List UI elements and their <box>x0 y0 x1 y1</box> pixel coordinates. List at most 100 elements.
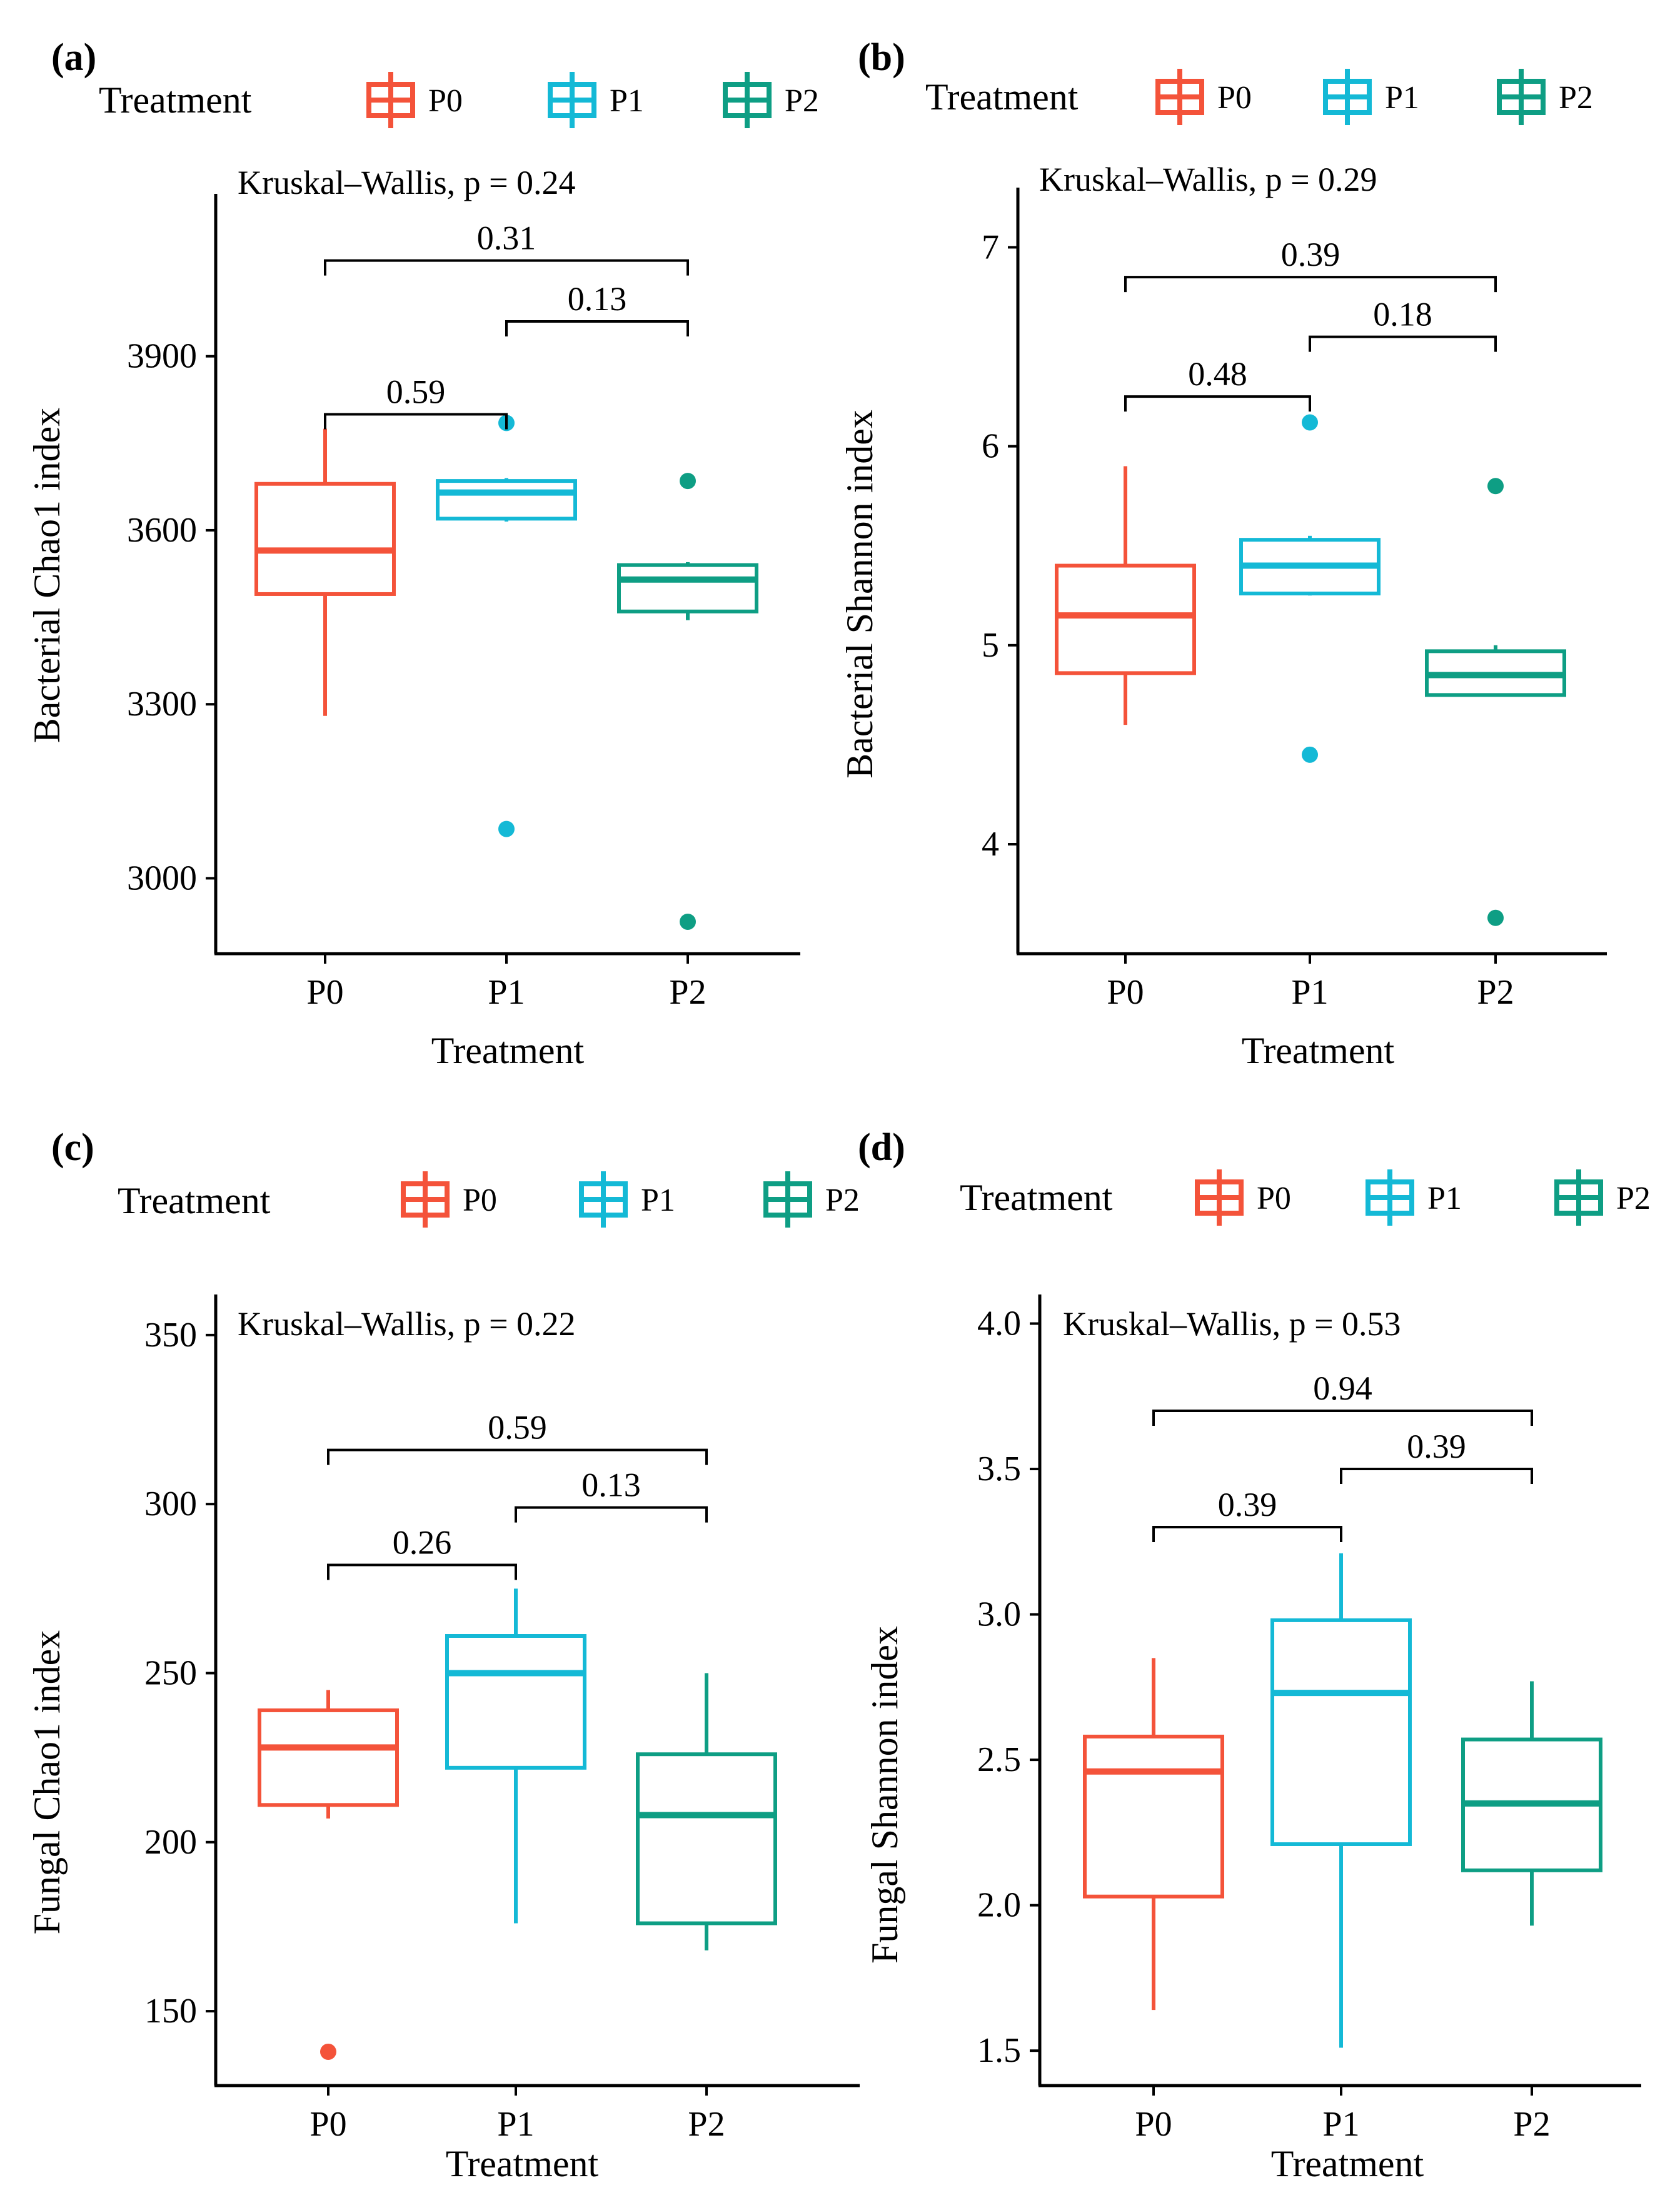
box-iqr <box>1270 1618 1412 1846</box>
y-tick-label: 1.5 <box>977 2031 1021 2070</box>
legend-key-p2: P2 <box>1554 1169 1651 1226</box>
outlier-point <box>1302 414 1318 431</box>
bracket-line <box>1152 1410 1533 1426</box>
box-iqr <box>617 563 758 613</box>
legend-key-p0: P0 <box>401 1171 497 1228</box>
bracket-line <box>327 1448 708 1465</box>
bracket-line <box>1124 395 1311 412</box>
legend-title: Treatment <box>960 1177 1113 1218</box>
x-axis-title: Treatment <box>446 2143 599 2184</box>
box-p0 <box>258 1690 399 2060</box>
y-tick-label: 3000 <box>127 859 197 897</box>
comparison-bracket-p0-p1: 0.48 <box>1124 355 1311 412</box>
x-axis-title: Treatment <box>431 1030 585 1071</box>
y-axis-title: Fungal Chao1 index <box>26 1630 68 1935</box>
comparison-bracket-p1-p2: 0.13 <box>505 280 689 337</box>
x-tick-label: P0 <box>1135 2105 1172 2144</box>
y-axis-title: Fungal Shannon index <box>864 1626 905 1964</box>
y-tick-label: 350 <box>144 1316 197 1355</box>
kruskal-wallis-label: Kruskal–Wallis, p = 0.24 <box>238 164 576 201</box>
bracket-line <box>324 259 689 276</box>
legend-label-p2: P2 <box>785 83 819 119</box>
bracket-line <box>1340 1468 1533 1485</box>
box-iqr <box>1055 563 1196 675</box>
legend: Treatment P0 P1 P2 <box>118 1171 860 1228</box>
comparison-bracket-p0-p2: 0.94 <box>1152 1370 1533 1426</box>
panel-label: (d) <box>858 1126 905 1169</box>
legend: Treatment P0 P1 P2 <box>99 72 819 128</box>
bracket-line <box>1309 335 1497 352</box>
comparison-bracket-p0-p1: 0.26 <box>327 1523 517 1580</box>
outlier-point <box>680 473 696 490</box>
y-tick-label: 4.0 <box>977 1304 1021 1343</box>
y-tick-label: 7 <box>982 228 999 266</box>
y-axis-title: Bacterial Shannon index <box>839 410 880 779</box>
comparison-p-value: 0.94 <box>1313 1370 1372 1407</box>
legend-title: Treatment <box>99 79 252 121</box>
y-tick-label: 150 <box>144 1992 197 2031</box>
y-tick-label: 250 <box>144 1653 197 1692</box>
bracket-line <box>327 1563 517 1580</box>
comparison-p-value: 0.18 <box>1373 296 1432 333</box>
legend-label-p2: P2 <box>1616 1181 1651 1216</box>
x-axis-title: Treatment <box>1271 2143 1424 2184</box>
bracket-line <box>515 1506 708 1523</box>
comparison-p-value: 0.48 <box>1188 355 1247 393</box>
x-axis-title: Treatment <box>1242 1030 1395 1071</box>
legend: Treatment P0 P1 P2 <box>960 1169 1651 1226</box>
comparison-bracket-p0-p2: 0.39 <box>1124 236 1497 293</box>
box-iqr <box>258 1708 399 1807</box>
legend: Treatment P0 P1 P2 <box>925 69 1593 125</box>
x-tick-label: P1 <box>488 973 525 1012</box>
box-p1 <box>1270 1553 1412 2048</box>
legend-key-p1: P1 <box>579 1171 675 1228</box>
box-iqr <box>436 479 577 521</box>
legend-label-p2: P2 <box>825 1183 860 1218</box>
x-tick-label: P2 <box>1513 2105 1550 2144</box>
kruskal-wallis-label: Kruskal–Wallis, p = 0.53 <box>1063 1305 1401 1343</box>
bracket-line <box>324 413 508 430</box>
x-tick-label: P1 <box>1291 973 1328 1012</box>
legend-label-p1: P1 <box>610 83 644 119</box>
box-p0 <box>254 428 396 716</box>
bracket-line <box>505 320 689 337</box>
legend-label-p0: P0 <box>463 1183 497 1218</box>
comparison-bracket-p1-p2: 0.39 <box>1340 1428 1533 1485</box>
y-tick-label: 5 <box>982 626 999 665</box>
legend-key-p1: P1 <box>1366 1169 1462 1226</box>
y-tick-label: 6 <box>982 427 999 466</box>
x-tick-label: P1 <box>497 2105 534 2144</box>
comparison-bracket-p0-p2: 0.31 <box>324 220 689 276</box>
y-tick-label: 3300 <box>127 685 197 724</box>
outlier-point <box>1487 478 1504 495</box>
panel-label: (b) <box>858 36 905 79</box>
legend-label-p2: P2 <box>1559 80 1593 116</box>
box-p1 <box>1239 414 1381 763</box>
box-p2 <box>636 1673 777 1950</box>
y-tick-label: 3.0 <box>977 1595 1021 1634</box>
panel-label: (a) <box>51 36 96 79</box>
kruskal-wallis-label: Kruskal–Wallis, p = 0.22 <box>238 1305 576 1343</box>
kruskal-wallis-label: Kruskal–Wallis, p = 0.29 <box>1039 161 1377 198</box>
legend-key-p2: P2 <box>1497 69 1593 125</box>
outlier-point <box>320 2043 336 2060</box>
box-p2 <box>1461 1681 1602 1926</box>
y-tick-label: 2.5 <box>977 1740 1021 1779</box>
comparison-p-value: 0.39 <box>1281 236 1340 273</box>
outlier-point <box>498 820 515 837</box>
x-tick-label: P0 <box>309 2105 346 2144</box>
y-tick-label: 3.5 <box>977 1450 1021 1488</box>
x-tick-label: P2 <box>1477 973 1514 1012</box>
panel-b: (b) Treatment P0 P1 P2 4 5 6 7 P0 P1 P2 Treatment Bac… <box>839 36 1607 1071</box>
x-tick-label: P0 <box>306 973 343 1012</box>
bracket-line <box>1124 276 1497 293</box>
outlier-point <box>1487 909 1504 926</box>
panel-label: (c) <box>51 1126 94 1169</box>
legend-label-p0: P0 <box>1257 1181 1291 1216</box>
comparison-bracket-p0-p1: 0.59 <box>324 373 508 430</box>
y-tick-label: 300 <box>144 1485 197 1523</box>
y-tick-label: 4 <box>982 825 999 864</box>
comparison-p-value: 0.26 <box>393 1523 452 1561</box>
